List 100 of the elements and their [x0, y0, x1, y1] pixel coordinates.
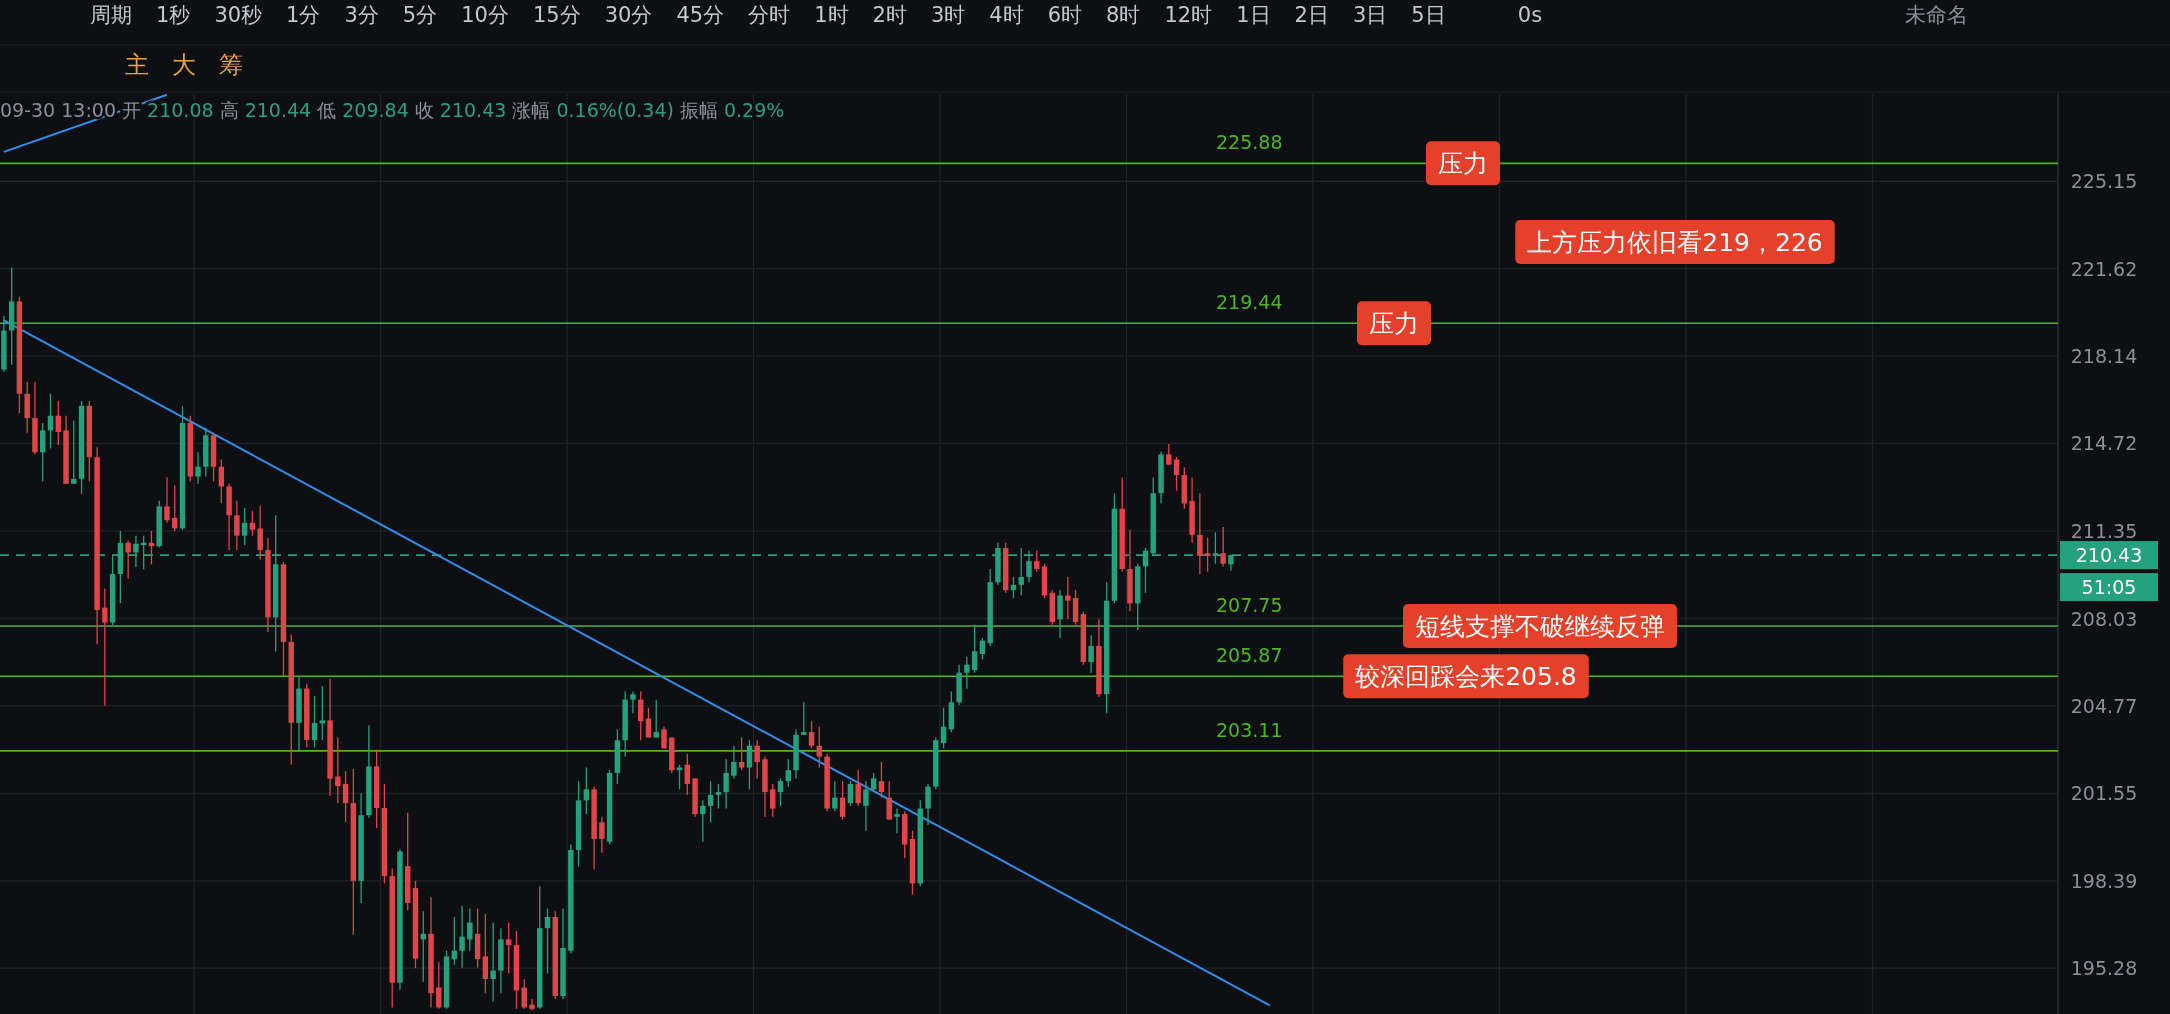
- candlestick: [785, 758, 791, 788]
- candlestick: [1034, 549, 1040, 573]
- ref-line-label: 203.11: [1216, 718, 1283, 741]
- text: 2日: [1294, 3, 1329, 27]
- annotation: 较深回踩会来205.8: [1355, 662, 1577, 692]
- text: 1秒: [156, 3, 191, 27]
- annotation: 上方压力依旧看219，226: [1515, 220, 1835, 264]
- candlestick: [777, 777, 784, 807]
- candlestick: [125, 539, 131, 580]
- candlestick: [630, 690, 636, 714]
- text: 3分: [344, 3, 379, 27]
- candlestick: [878, 761, 885, 799]
- y-tick-label: 201.55: [2070, 782, 2138, 805]
- candlestick: [241, 507, 248, 546]
- candlestick: [40, 422, 46, 483]
- text: 45分: [676, 3, 725, 27]
- y-tick-label: 214.72: [2070, 432, 2138, 455]
- candlestick: [164, 476, 170, 524]
- candlestick: [342, 770, 349, 824]
- text: 筹: [219, 51, 243, 79]
- candlestick: [249, 509, 256, 537]
- annotation: 压力: [1426, 141, 1500, 186]
- candlestick: [801, 701, 807, 736]
- candlestick: [1065, 576, 1071, 620]
- candlestick: [319, 685, 326, 741]
- ref-line-label: 210.43: [2075, 544, 2143, 567]
- candlestick: [894, 807, 900, 835]
- y-tick-label: 225.15: [2070, 170, 2138, 193]
- annotation: 压力: [1438, 149, 1488, 179]
- candlestick: [808, 720, 815, 750]
- text: 30分: [604, 3, 653, 27]
- candlestick: [855, 769, 861, 807]
- text: 10分: [461, 3, 509, 27]
- text: 12时: [1164, 3, 1213, 27]
- candlestick: [467, 907, 473, 952]
- candlestick: [700, 799, 706, 843]
- candlestick: [847, 780, 854, 807]
- candlestick: [1220, 526, 1226, 568]
- candlestick: [1018, 547, 1024, 597]
- candlestick: [653, 698, 659, 739]
- candlestick: [71, 419, 77, 485]
- annotation: 上方压力依旧看219，226: [1527, 228, 1823, 257]
- annotation: 较深回踩会来205.8: [1343, 654, 1589, 699]
- candlestick: [311, 695, 318, 748]
- candlestick: [964, 656, 970, 690]
- text: 0s: [1517, 3, 1543, 27]
- candlestick: [1057, 589, 1063, 639]
- text: 分时: [748, 3, 791, 27]
- candlestick: [55, 400, 61, 446]
- candlestick: [1088, 634, 1094, 674]
- text: 1日: [1236, 3, 1271, 27]
- annotation: 短线支撑不破继续反弹: [1403, 603, 1677, 648]
- y-tick-label: 211.35: [2070, 519, 2138, 542]
- candlestick: [195, 451, 201, 485]
- text: 1时: [814, 3, 849, 27]
- candlestick: [490, 921, 496, 1003]
- candlestick: [645, 707, 652, 739]
- text: 3时: [930, 3, 966, 27]
- text: 周期: [90, 3, 132, 27]
- candlestick: [770, 783, 776, 818]
- candlestick: [234, 500, 240, 551]
- text: 1分: [286, 3, 321, 27]
- candlestick: [832, 780, 838, 812]
- candlestick: [676, 764, 683, 791]
- candlestick: [335, 736, 341, 804]
- candlestick: [886, 780, 892, 821]
- candlestick: [816, 726, 823, 769]
- y-tick-label: 198.39: [2070, 869, 2138, 892]
- text: 30秒: [214, 3, 263, 27]
- candlestick: [459, 905, 465, 969]
- text: 5日: [1411, 3, 1446, 27]
- candlestick: [521, 978, 527, 1010]
- candlestick: [754, 739, 760, 780]
- candlestick: [925, 783, 931, 826]
- y-tick-label: 195.28: [2070, 957, 2138, 980]
- candlestick: [971, 623, 978, 674]
- text: 未命名: [1904, 3, 1968, 27]
- y-tick-label: 208.03: [2070, 607, 2138, 630]
- text: 3日: [1352, 3, 1388, 27]
- y-tick-label: 204.77: [2070, 694, 2138, 717]
- candlestick: [102, 587, 108, 707]
- candlestick: [731, 745, 737, 780]
- text: 15分: [532, 3, 581, 27]
- candlestick: [505, 921, 512, 974]
- candlestick: [839, 780, 846, 821]
- text: 6时: [1047, 3, 1083, 27]
- annotation: 压力: [1357, 301, 1431, 346]
- text: 51:05: [2081, 576, 2137, 599]
- candlestick: [257, 504, 263, 561]
- candlestick: [684, 753, 691, 796]
- annotation: 压力: [1369, 309, 1419, 339]
- candlestick: [940, 707, 947, 750]
- text: 2时: [872, 3, 907, 27]
- ref-line-label: 207.75: [1216, 593, 1283, 616]
- text: 大: [172, 51, 196, 79]
- y-tick-label: 218.14: [2070, 345, 2138, 368]
- y-tick-label: 221.62: [2070, 257, 2138, 280]
- candlestick: [715, 783, 722, 810]
- candlestick: [707, 780, 714, 824]
- text: 5分: [402, 3, 438, 27]
